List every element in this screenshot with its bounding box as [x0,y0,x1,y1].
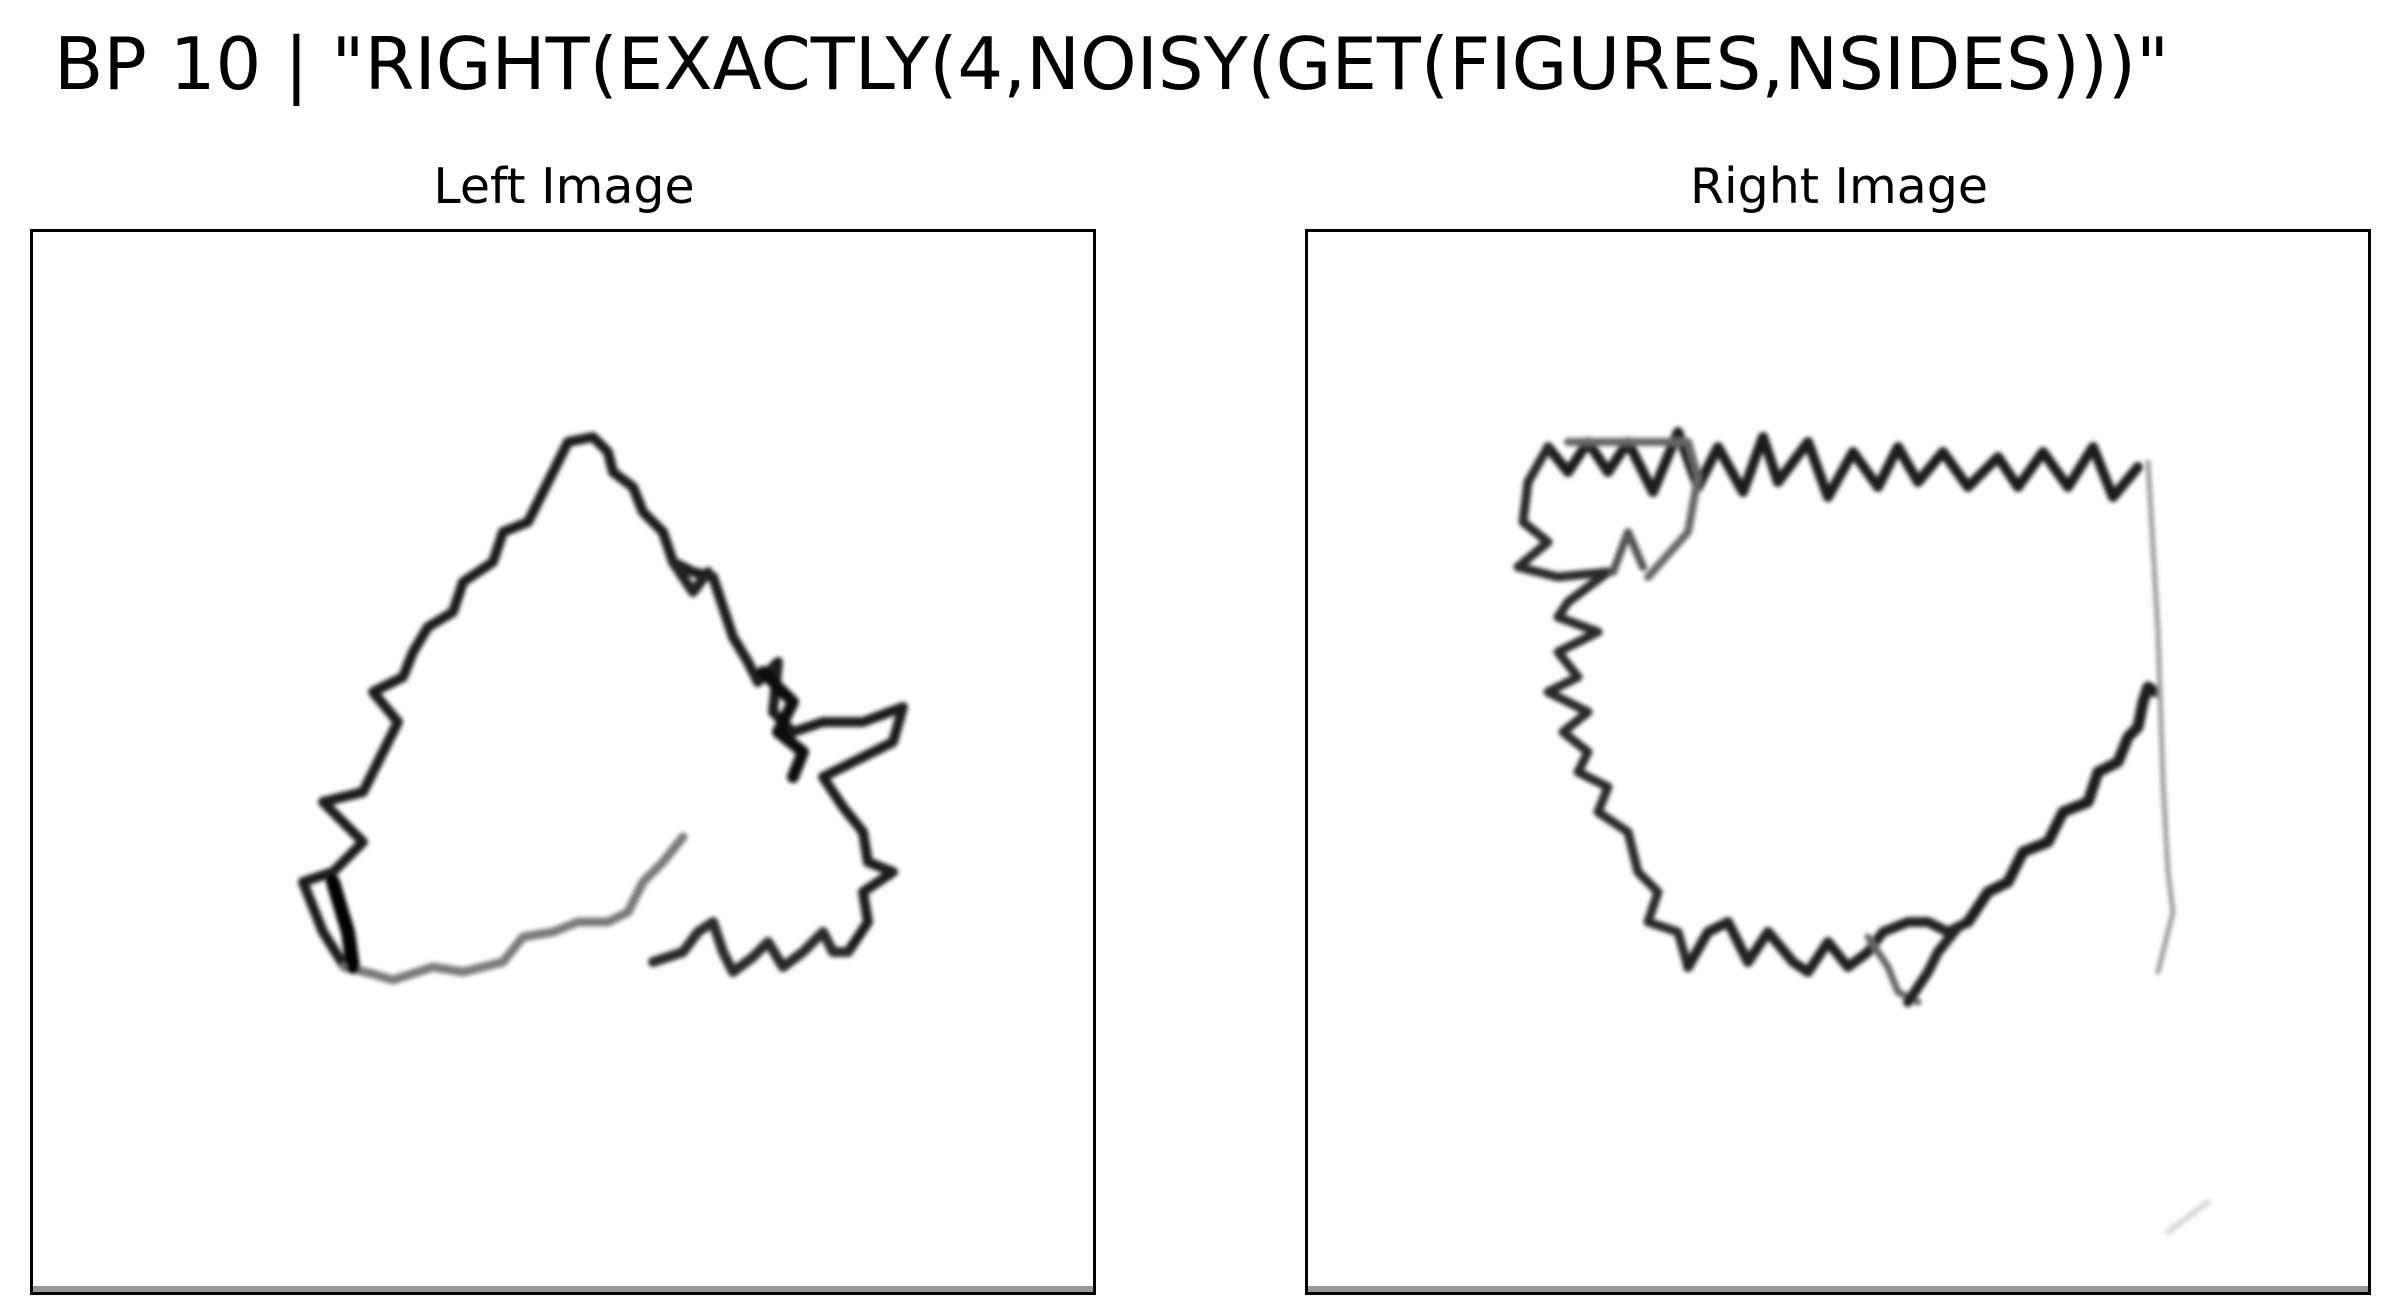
left-triangle-base [340,832,688,985]
right-faint-edge [2145,459,2176,975]
right-panel-title: Right Image [1689,158,1989,215]
right-image-panel [1305,229,2371,1295]
left-triangle-outline [298,432,908,972]
right-quad-top-edge [1543,427,2143,502]
right-quad-bottom-edge [1683,917,1973,977]
left-triangle-base-right [648,917,853,977]
right-quad-right-edge [1962,681,2162,928]
left-panel-bottom-edge [33,1286,1093,1292]
left-image-panel [30,229,1096,1295]
left-panel-title: Left Image [433,158,695,215]
right-panel-bottom-edge [1308,1286,2368,1292]
left-image-canvas [298,432,908,985]
right-quad-left-edge [1513,442,1693,972]
figure-title: BP 10 | "RIGHT(EXACTLY(4,NOISY(GET(FIGUR… [54,22,2170,106]
right-image-canvas [1513,427,2211,1235]
